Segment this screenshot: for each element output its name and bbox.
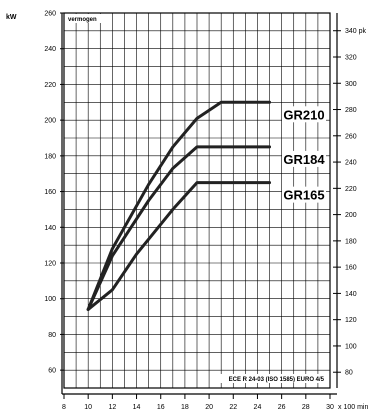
y-tick-label: 120 (44, 261, 56, 268)
plot-frame (63, 12, 331, 389)
x-tick-label: 30 (326, 404, 334, 411)
series-label-bg (282, 106, 326, 123)
right-tick-label: 220 (345, 186, 357, 193)
x-tick-label: 14 (133, 404, 141, 411)
right-tick-label: 260 (345, 133, 357, 140)
standard-note: ECE R 24-03 (ISO 1585) EURO 4/5 (229, 377, 325, 383)
right-tick-label: 160 (345, 265, 357, 272)
note-box (220, 374, 328, 383)
axes: 60 80 100 120 140 160 180 200 220 240 260 80 100 120 1… (44, 11, 366, 412)
x-tick-label: 8 (62, 404, 66, 411)
right-tick-label: 180 (345, 238, 357, 245)
x-tick-label: 22 (229, 404, 237, 411)
series-labels: GR210 GR184 GR165 (282, 106, 326, 203)
right-tick-label: 140 (345, 291, 357, 298)
y-tick-label: 160 (44, 189, 56, 196)
x-tick-label: 24 (254, 404, 262, 411)
series-label-gr210: GR210 (283, 107, 324, 122)
right-tick-label: 320 (345, 54, 357, 61)
right-tick-label: 280 (345, 107, 357, 114)
series-label-gr165: GR165 (283, 188, 324, 203)
x-tick-label: 12 (108, 404, 116, 411)
right-tick-label: 80 (345, 370, 353, 377)
left-axis-unit: kW (6, 14, 17, 21)
right-tick-label: 300 (345, 81, 357, 88)
y-tick-label: 60 (48, 368, 56, 375)
x-axis-unit: x 100 min (338, 404, 368, 411)
y-tick-label: 100 (44, 296, 56, 303)
chart-title: vermogen (68, 17, 97, 23)
series-lines (86, 100, 272, 311)
series-line-gr165 (86, 181, 272, 311)
right-tick-label: 100 (345, 343, 357, 350)
x-tick-label: 26 (278, 404, 286, 411)
x-tick-label: 18 (181, 404, 189, 411)
series-line-gr210 (86, 100, 272, 311)
x-tick-label: 28 (302, 404, 310, 411)
series-label-bg (282, 186, 326, 203)
y-tick-label: 220 (44, 82, 56, 89)
y-tick-label: 180 (44, 153, 56, 160)
series-label-bg (282, 150, 326, 167)
x-tick-label: 20 (205, 404, 213, 411)
series-label-gr184: GR184 (283, 152, 325, 167)
right-tick-label: 340 pk (345, 28, 367, 35)
series-line-gr184 (86, 145, 272, 311)
y-tick-label: 240 (44, 46, 56, 53)
right-tick-label: 120 (345, 317, 357, 324)
y-tick-label: 140 (44, 225, 56, 232)
y-tick-label: 80 (48, 332, 56, 339)
title-box (65, 14, 101, 23)
x-tick-label: 16 (157, 404, 165, 411)
y-tick-label: 200 (44, 118, 56, 125)
x-tick-label: 10 (84, 404, 92, 411)
right-tick-label: 200 (345, 212, 357, 219)
right-tick-label: 240 (345, 160, 357, 167)
y-tick-label: 260 (44, 11, 56, 18)
